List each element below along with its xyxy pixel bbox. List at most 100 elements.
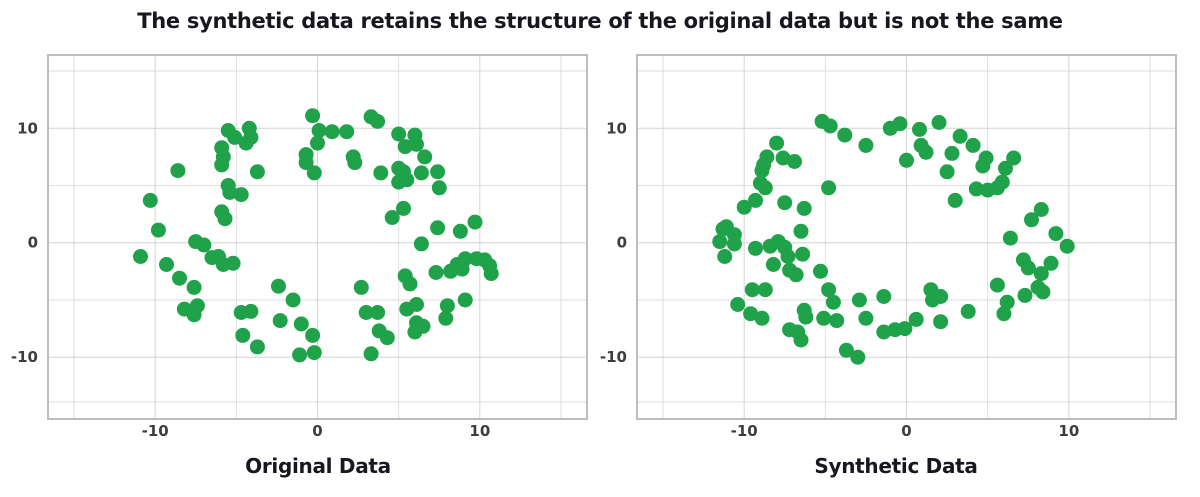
scatter-point	[353, 279, 369, 295]
scatter-point	[769, 135, 785, 151]
scatter-point	[249, 339, 265, 355]
scatter-point	[170, 163, 186, 179]
scatter-point	[233, 187, 249, 203]
scatter-point	[238, 135, 254, 151]
scatter-point	[780, 249, 796, 264]
scatter-point	[726, 236, 742, 252]
scatter-point	[1017, 287, 1033, 303]
scatter-point	[1033, 202, 1049, 217]
y-tick-label: 10	[606, 119, 627, 137]
scatter-point	[272, 313, 288, 329]
scatter-point	[439, 298, 455, 314]
scatter-point	[413, 165, 429, 181]
scatter-point	[483, 266, 499, 282]
scatter-point	[912, 121, 927, 137]
scatter-point	[748, 192, 763, 208]
scatter-point	[384, 210, 400, 225]
scatter-point	[996, 306, 1012, 322]
scatter-point	[196, 237, 212, 253]
scatter-point	[918, 144, 934, 160]
scatter-point	[744, 282, 760, 298]
scatter-point	[454, 261, 470, 277]
scatter-point	[757, 180, 773, 196]
x-tick-label: 10	[1058, 422, 1079, 440]
scatter-point	[975, 158, 991, 174]
scatter-point	[775, 150, 791, 166]
scatter-point	[939, 164, 955, 180]
y-tick-label: -10	[600, 348, 627, 366]
x-tick-label: 0	[901, 422, 911, 440]
scatter-point	[933, 314, 949, 330]
scatter-point	[793, 223, 809, 239]
scatter-point	[227, 129, 243, 145]
scatter-point	[409, 136, 424, 152]
scatter-point	[876, 324, 892, 340]
panel-border	[636, 54, 1177, 420]
y-tick-label: 0	[617, 234, 627, 252]
y-tick-label: 0	[28, 234, 38, 252]
x-tick-label: 0	[312, 422, 322, 440]
scatter-point	[402, 276, 418, 292]
scatter-point	[417, 149, 433, 165]
scatter-point	[730, 297, 746, 312]
scatter-point	[407, 324, 423, 340]
scatter-point	[892, 116, 908, 132]
scatter-point	[795, 246, 811, 262]
scatter-point	[409, 297, 424, 312]
scatter-point	[457, 292, 473, 308]
scatter-point	[998, 160, 1013, 176]
scatter-point	[413, 236, 429, 252]
scatter-point	[798, 309, 814, 325]
scatter-point	[850, 349, 866, 365]
scatter-point	[159, 257, 174, 272]
scatter-point	[370, 305, 386, 320]
scatter-point	[1035, 284, 1051, 300]
scatter-point	[1002, 230, 1018, 246]
scatter-point	[931, 115, 947, 130]
panel-caption-synthetic: Synthetic Data	[814, 454, 978, 478]
scatter-point	[838, 342, 854, 358]
scatter-point	[858, 310, 874, 326]
scatter-point	[1043, 255, 1059, 271]
scatter-point	[225, 255, 241, 271]
scatter-point	[452, 223, 468, 239]
scatter-point	[186, 279, 202, 295]
scatter-point	[391, 126, 407, 142]
scatter-point	[396, 200, 411, 216]
scatter-point	[837, 127, 853, 143]
scatter-point	[1024, 212, 1039, 228]
scatter-point	[822, 118, 838, 134]
scatter-point	[293, 316, 309, 332]
scatter-point	[292, 347, 308, 363]
scatter-point	[379, 330, 395, 346]
scatter-point	[788, 267, 804, 283]
scatter-point	[757, 282, 773, 298]
scatter-point	[1020, 260, 1036, 276]
scatter-point	[306, 165, 322, 181]
scatter-point	[150, 222, 166, 238]
scatter-point	[968, 181, 984, 197]
scatter-point	[285, 292, 301, 308]
scatter-point	[787, 154, 802, 169]
scatter-point	[428, 265, 444, 280]
panel-caption-original: Original Data	[245, 454, 391, 478]
scatter-point	[858, 137, 874, 153]
scatter-point	[373, 165, 389, 181]
scatter-point	[172, 270, 187, 286]
scatter-point	[876, 289, 892, 304]
scatter-point	[944, 145, 960, 161]
scatter-point	[142, 192, 158, 208]
scatter-point	[358, 305, 374, 320]
scatter-point	[765, 257, 781, 272]
scatter-point	[363, 346, 379, 362]
scatter-point	[214, 157, 230, 173]
scatter-point	[952, 128, 968, 144]
scatter-point	[1006, 150, 1022, 166]
x-tick-label: 10	[469, 422, 490, 440]
scatter-point	[829, 313, 845, 329]
scatter-point	[736, 199, 752, 215]
scatter-point	[370, 113, 386, 129]
scatter-point	[305, 327, 321, 343]
scatter-point	[217, 211, 233, 227]
scatter-point	[989, 277, 1005, 293]
